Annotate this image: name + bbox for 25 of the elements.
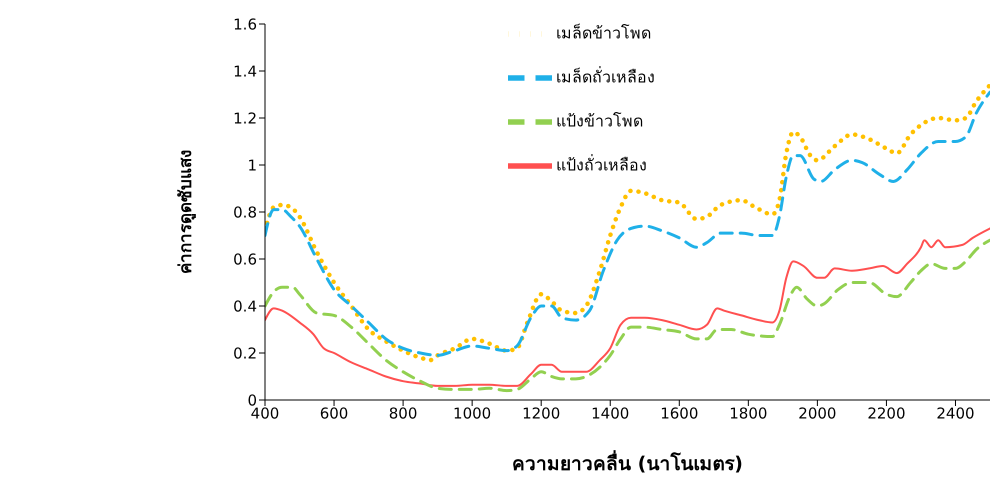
y-tick-label: 1.4 (233, 62, 257, 80)
y-axis-title: ค่าการดูดซับแสง (176, 150, 198, 274)
legend-label: แป้งข้าวโพด (556, 111, 643, 130)
x-tick-label: 1200 (522, 404, 560, 423)
x-tick-label: 600 (320, 404, 348, 423)
y-tick-label: 0.4 (233, 297, 257, 316)
x-tick-label: 1400 (591, 404, 630, 423)
x-tick-label: 400 (250, 404, 280, 423)
legend-label: เมล็ดถั่วเหลือง (556, 67, 655, 86)
y-tick-label: 0.8 (233, 203, 257, 222)
x-tick-label: 800 (388, 404, 418, 423)
x-tick-label: 2000 (798, 404, 836, 423)
x-tick-label: 2200 (867, 404, 906, 423)
y-tick-label: 0.6 (233, 250, 257, 268)
y-tick-label: 1 (247, 156, 257, 174)
x-tick-label: 2400 (936, 404, 975, 423)
y-tick-label: 1.2 (233, 109, 257, 128)
legend-label: เมล็ดข้าวโพด (556, 23, 651, 42)
x-tick-label: 1000 (453, 404, 492, 423)
x-axis-title: ความยาวคลื่น (นาโนเมตร) (512, 450, 743, 475)
legend-label: แป้งถั่วเหลือง (556, 155, 647, 174)
y-tick-label: 0.2 (233, 344, 257, 362)
x-tick-label: 1600 (660, 404, 698, 423)
y-tick-label: 1.6 (233, 15, 257, 34)
x-tick-label: 1800 (729, 404, 768, 423)
